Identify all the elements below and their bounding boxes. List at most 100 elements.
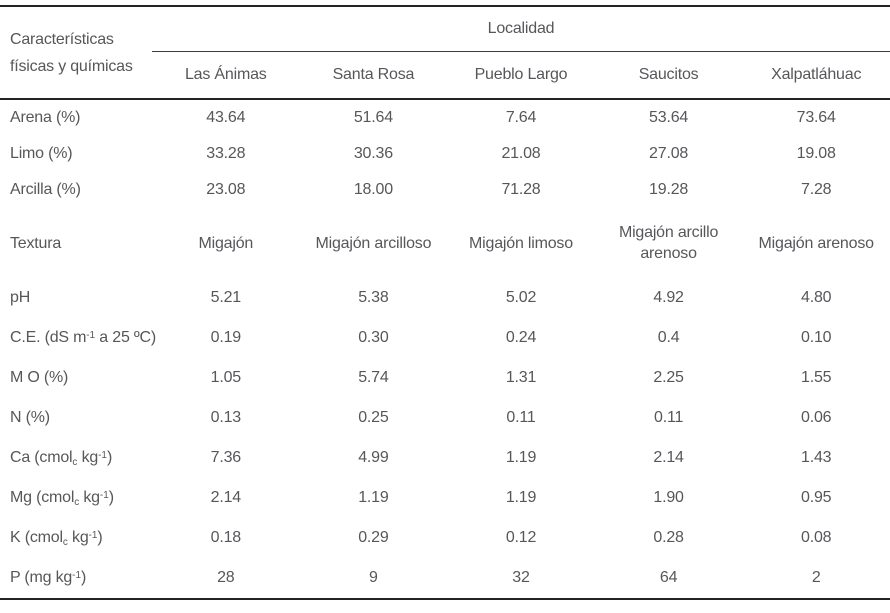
cell-value: 5.38 <box>358 289 389 306</box>
cell-value: 5.74 <box>358 369 389 386</box>
cell-value: 27.08 <box>649 145 689 162</box>
cell-value: 1.19 <box>358 489 389 506</box>
row-label: pH <box>10 289 31 306</box>
cell-value: 0.25 <box>358 409 389 426</box>
cell-value: 19.28 <box>649 181 689 198</box>
cell-value: 0.28 <box>653 529 684 546</box>
row-label: N (%) <box>10 409 50 426</box>
superscript: -1 <box>86 329 96 341</box>
row-label: C.E. (dS m-1 a 25 ºC) <box>10 329 157 346</box>
locality-column-header: Pueblo Largo <box>447 51 595 100</box>
superscript: -1 <box>88 529 98 541</box>
table-row: M O (%) 1.05 5.74 1.31 2.25 1.55 <box>0 358 890 398</box>
row-label: Arcilla (%) <box>10 181 81 198</box>
cell-value: 0.29 <box>358 529 389 546</box>
cell-value: 32 <box>512 569 530 586</box>
row-label: Textura <box>10 234 62 252</box>
cell-value: 28 <box>217 569 235 586</box>
cell-value: 1.55 <box>801 369 832 386</box>
row-label: Ca (cmolc kg-1) <box>10 449 113 468</box>
cell-value: 0.30 <box>358 329 389 346</box>
cell-value: 0.95 <box>801 489 832 506</box>
cell-value: 30.36 <box>353 145 393 162</box>
cell-value: 0.24 <box>505 329 537 346</box>
cell-value: 7.28 <box>801 181 832 198</box>
cell-value: Migajón limoso <box>469 234 573 252</box>
cell-value: 0.06 <box>801 409 832 426</box>
cell-value: 0.10 <box>801 329 832 346</box>
table-row: N (%) 0.13 0.25 0.11 0.11 0.06 <box>0 398 890 438</box>
soil-properties-table: Características físicas y químicas Local… <box>0 5 890 600</box>
cell-value: 0.08 <box>801 529 832 546</box>
subscript: c <box>72 456 78 468</box>
cell-value: 21.08 <box>501 145 541 162</box>
cell-value: 71.28 <box>501 181 541 198</box>
subscript: c <box>62 536 68 548</box>
cell-value: Migajón arcillo arenoso <box>618 224 719 262</box>
table-row: Textura Migajón Migajón arcilloso Migajón l… <box>0 208 890 278</box>
cell-value: Migajón arenoso <box>758 234 875 252</box>
cell-value: 0.11 <box>654 409 684 426</box>
locality-column-header: Saucitos <box>594 51 743 100</box>
cell-value: 1.31 <box>505 369 537 386</box>
table-body: Arena (%) 43.64 51.64 7.64 53.64 73.64 Limo (%… <box>0 99 890 599</box>
table-row: Mg (cmolc kg-1) 2.14 1.19 1.19 1.90 0.95 <box>0 478 890 518</box>
cell-value: 5.21 <box>210 289 242 306</box>
cell-value: 2.25 <box>653 369 684 386</box>
cell-value: 4.80 <box>801 289 832 306</box>
row-label: P (mg kg-1) <box>10 569 87 586</box>
row-label: Limo (%) <box>10 145 73 162</box>
cell-value: 5.02 <box>505 289 537 306</box>
cell-value: 51.64 <box>353 109 393 126</box>
cell-value: 43.64 <box>206 109 246 126</box>
cell-value: 9 <box>369 569 378 586</box>
table-row: Ca (cmolc kg-1) 7.36 4.99 1.19 2.14 1.43 <box>0 438 890 478</box>
row-label: Arena (%) <box>10 109 81 126</box>
cell-value: 2 <box>811 569 821 586</box>
cell-value: 64 <box>659 569 678 586</box>
superscript: -1 <box>98 449 107 461</box>
table-row: pH 5.21 5.38 5.02 4.92 4.80 <box>0 278 890 318</box>
subscript: c <box>74 496 80 508</box>
cell-value: 1.43 <box>801 449 832 466</box>
table-row: Arena (%) 43.64 51.64 7.64 53.64 73.64 <box>0 99 890 136</box>
cell-value: 53.64 <box>649 109 689 126</box>
cell-value: Migajón arcilloso <box>315 234 432 252</box>
table-header: Características físicas y químicas Local… <box>0 6 890 100</box>
locality-group-header: Localidad <box>152 6 890 52</box>
cell-value: 73.64 <box>796 109 836 126</box>
cell-value: 19.08 <box>796 145 836 162</box>
table-row: C.E. (dS m-1 a 25 ºC) 0.19 0.30 0.24 0.4 0.10 <box>0 318 890 358</box>
locality-names-row: Las Ánimas Santa Rosa Pueblo Largo Saucitos… <box>0 51 890 100</box>
table-row: P (mg kg-1) 28 9 32 64 2 <box>0 558 890 599</box>
table-row: Limo (%) 33.28 30.36 21.08 27.08 19.08 <box>0 136 890 172</box>
locality-column-header: Las Ánimas <box>152 51 300 100</box>
cell-value: 7.64 <box>505 109 537 126</box>
cell-value: 4.99 <box>358 449 389 466</box>
cell-value: 2.14 <box>653 449 684 466</box>
cell-value: 0.18 <box>210 529 242 546</box>
superscript: -1 <box>99 489 109 501</box>
cell-value: 2.14 <box>210 489 242 506</box>
table-row: K (cmolc kg-1) 0.18 0.29 0.12 0.28 0.08 <box>0 518 890 558</box>
cell-value: 23.08 <box>206 181 246 198</box>
cell-value: 0.12 <box>505 529 537 546</box>
cell-value: 1.05 <box>210 369 242 386</box>
cell-value: 4.92 <box>653 289 684 306</box>
cell-value: 1.19 <box>505 489 537 506</box>
cell-value: Migajón <box>198 234 254 252</box>
group-header-row: Características físicas y químicas Local… <box>0 6 890 100</box>
cell-value: 1.90 <box>653 489 684 506</box>
table-row: Arcilla (%) 23.08 18.00 71.28 19.28 7.28 <box>0 172 890 208</box>
locality-column-header: Santa Rosa <box>299 51 448 100</box>
row-header-title: Características físicas y químicas <box>0 6 152 100</box>
cell-value: 0.19 <box>210 329 242 346</box>
locality-column-header: Xalpatláhuac <box>742 51 890 100</box>
row-label: K (cmolc kg-1) <box>10 529 103 548</box>
cell-value: 1.19 <box>505 449 537 466</box>
cell-value: 18.00 <box>353 181 393 198</box>
row-label: Mg (cmolc kg-1) <box>10 489 114 508</box>
cell-value: 7.36 <box>210 449 242 466</box>
cell-value: 0.4 <box>657 329 680 346</box>
row-label: M O (%) <box>10 369 69 386</box>
